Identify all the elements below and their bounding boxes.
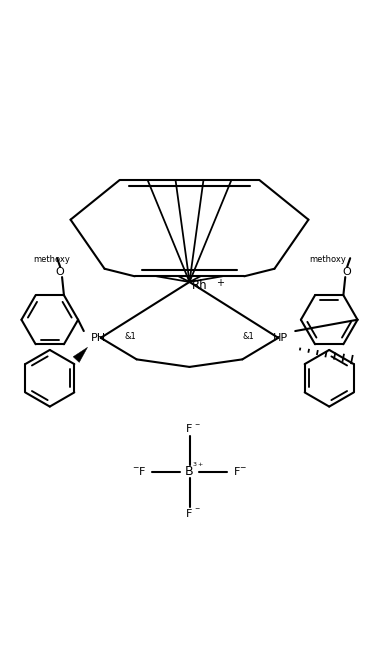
Text: methoxy: methoxy (33, 255, 70, 264)
Text: F$^{-}$: F$^{-}$ (233, 465, 247, 477)
Polygon shape (73, 347, 88, 362)
Text: HP: HP (273, 333, 288, 343)
Text: O: O (56, 267, 64, 277)
Text: methoxy: methoxy (309, 255, 346, 264)
Text: $^{3+}$: $^{3+}$ (192, 462, 204, 471)
Text: F: F (186, 509, 193, 519)
Text: $^{-}$F: $^{-}$F (132, 465, 147, 477)
Text: $^{-}$: $^{-}$ (194, 421, 201, 430)
Text: &1: &1 (124, 332, 136, 341)
Text: F: F (186, 424, 193, 434)
Text: Rh: Rh (192, 280, 208, 292)
Text: PH: PH (91, 333, 106, 343)
Text: &1: &1 (243, 332, 255, 341)
Text: B: B (185, 465, 194, 478)
Text: $^{-}$: $^{-}$ (194, 505, 201, 514)
Text: +: + (216, 278, 224, 288)
Text: O: O (343, 267, 352, 277)
